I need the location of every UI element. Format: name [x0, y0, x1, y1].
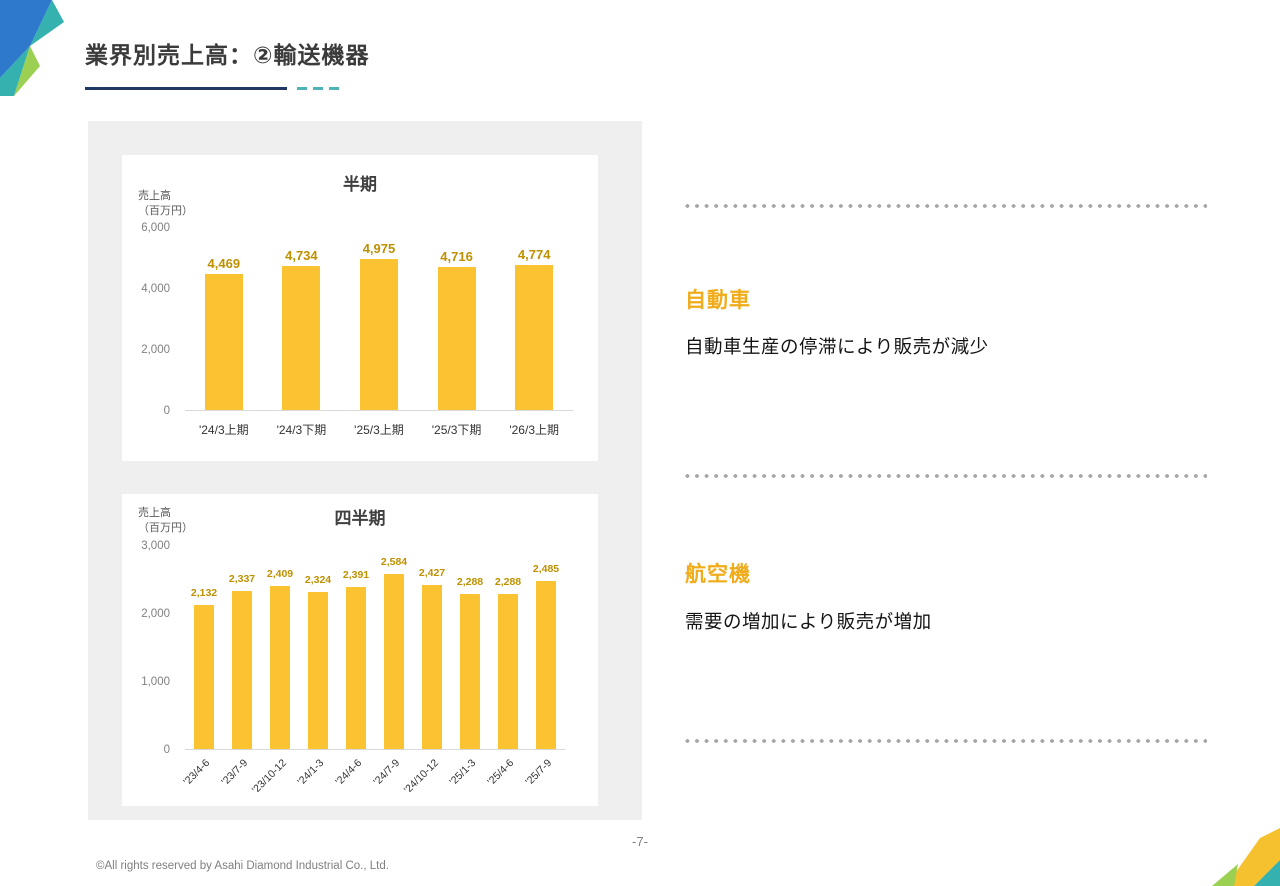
logo-mark-top-left — [0, 0, 64, 96]
bar-value-label: 4,774 — [517, 247, 551, 263]
x-axis-tick-label: '23/4-6 — [181, 757, 213, 788]
bar-value-label: 4,975 — [362, 241, 396, 257]
y-axis-tick-label: 0 — [163, 405, 170, 417]
bar-column: 2,427 — [413, 546, 451, 749]
bar-value-label: 2,337 — [228, 572, 256, 585]
bar-series: 2,132 2,337 2,409 2,324 2,391 2,584 2,427 2,288… — [185, 546, 565, 749]
y-axis-tick-label: 2,000 — [141, 607, 170, 620]
section-body-automobile: 自動車生産の停滞により販売が減少 — [685, 336, 989, 357]
bar — [270, 586, 290, 749]
bar-column: 4,774 — [495, 228, 573, 410]
x-axis-tick-label: '24/3下期 — [276, 423, 327, 437]
y-axis-title: 売上高 （百万円） — [138, 507, 193, 534]
x-axis-tick-label: '25/3下期 — [431, 423, 482, 437]
bar — [437, 266, 476, 410]
bar — [346, 587, 366, 749]
dotted-divider — [685, 738, 1207, 744]
y-axis-tick-label: 6,000 — [141, 222, 170, 234]
bar-value-label: 2,391 — [342, 569, 370, 582]
bar — [359, 259, 398, 410]
chart-title: 四半期 — [334, 509, 386, 528]
bar — [194, 604, 214, 749]
y-axis: 0 1,000 2,000 3,000 — [122, 540, 178, 756]
bar — [498, 594, 518, 749]
x-axis-tick-label: '24/7-9 — [371, 757, 403, 788]
bar-column: 4,734 — [263, 228, 341, 410]
underline-dash-segment — [297, 87, 345, 90]
bar-value-label: 2,288 — [494, 576, 522, 589]
half-year-bar-chart: 半期 売上高 （百万円） 0 2,000 4,000 6,000 4,469 4,734… — [122, 155, 598, 461]
bar-value-label: 2,288 — [456, 576, 484, 589]
section-heading-automobile: 自動車 — [685, 289, 751, 312]
bar-column: 2,132 — [185, 546, 223, 749]
logo-mark-bottom-right — [1212, 828, 1280, 886]
y-axis-title: 売上高 （百万円） — [138, 190, 193, 217]
bar-column: 2,485 — [527, 546, 565, 749]
bar — [536, 580, 556, 749]
bar-column: 4,975 — [340, 228, 418, 410]
bar — [384, 574, 404, 749]
copyright-notice: ©All rights reserved by Asahi Diamond In… — [96, 860, 389, 872]
bar — [204, 274, 243, 410]
x-axis-tick-label: '25/3上期 — [354, 423, 404, 437]
y-axis-tick-label: 1,000 — [141, 675, 170, 688]
y-axis-tick-label: 4,000 — [141, 283, 170, 295]
x-axis-tick-label: '24/3上期 — [198, 423, 249, 437]
x-axis: '23/4-6'23/7-9'23/10-12'24/1-3'24/4-6'24… — [181, 752, 565, 806]
bar — [422, 584, 442, 749]
section-body-aircraft: 需要の増加により販売が増加 — [685, 611, 932, 632]
bar — [308, 591, 328, 749]
bar-value-label: 2,324 — [304, 573, 332, 586]
bar-column: 4,469 — [185, 228, 263, 410]
page-title: 業界別売上高：②輸送機器 — [85, 42, 370, 68]
bar-column: 2,409 — [261, 546, 299, 749]
dotted-divider — [685, 473, 1207, 479]
bar — [232, 590, 252, 749]
bar — [282, 266, 321, 410]
bar-value-label: 2,409 — [266, 568, 294, 580]
dotted-divider — [685, 203, 1207, 209]
bar-column: 2,337 — [223, 546, 261, 749]
y-axis-tick-label: 0 — [163, 744, 170, 756]
bar — [515, 265, 554, 410]
plot-area: 2,132 2,337 2,409 2,324 2,391 2,584 2,427 2,288… — [185, 546, 565, 750]
bar-column: 2,288 — [451, 546, 489, 749]
bar-value-label: 4,734 — [285, 248, 318, 264]
x-axis-tick-label: '24/4-6 — [333, 757, 365, 788]
title-underline — [85, 87, 345, 90]
page-number: -7- — [632, 834, 648, 849]
bar-value-label: 4,469 — [207, 256, 241, 272]
y-axis: 0 2,000 4,000 6,000 — [122, 222, 178, 417]
x-axis-tick-label: '24/10-12 — [401, 757, 441, 797]
section-heading-aircraft: 航空機 — [685, 563, 751, 586]
quarterly-bar-chart: 四半期 売上高 （百万円） 0 1,000 2,000 3,000 2,132 2,33… — [122, 494, 598, 806]
bar — [460, 594, 480, 749]
x-axis-tick-label: '23/7-9 — [219, 757, 251, 788]
bar-column: 4,716 — [418, 228, 496, 410]
x-axis-tick-label: '26/3上期 — [509, 423, 559, 437]
x-axis-tick-label: '23/10-12 — [249, 757, 289, 797]
bar-value-label: 4,716 — [440, 248, 473, 264]
x-axis-tick-label: '24/1-3 — [295, 757, 327, 788]
x-axis-tick-label: '25/1-3 — [447, 757, 479, 788]
bar-series: 4,469 4,734 4,975 4,716 4,774 — [185, 228, 573, 410]
plot-area: 4,469 4,734 4,975 4,716 4,774 — [185, 228, 573, 411]
bar-column: 2,391 — [337, 546, 375, 749]
bar-value-label: 2,485 — [532, 562, 560, 575]
x-axis-tick-label: '25/7-9 — [523, 757, 555, 788]
underline-solid-segment — [85, 87, 287, 90]
x-axis-tick-label: '25/4-6 — [485, 757, 517, 788]
y-axis-tick-label: 3,000 — [141, 540, 170, 552]
bar-column: 2,324 — [299, 546, 337, 749]
chart-title: 半期 — [343, 175, 377, 194]
bar-value-label: 2,427 — [418, 566, 446, 579]
bar-value-label: 2,132 — [190, 586, 218, 599]
y-axis-tick-label: 2,000 — [141, 344, 170, 356]
bar-column: 2,584 — [375, 546, 413, 749]
bar-column: 2,288 — [489, 546, 527, 749]
x-axis: '24/3上期 '24/3下期 '25/3上期 '25/3下期 '26/3上期 — [185, 421, 573, 438]
chart-panel: 半期 売上高 （百万円） 0 2,000 4,000 6,000 4,469 4,734… — [88, 121, 642, 820]
bar-value-label: 2,584 — [380, 556, 408, 569]
